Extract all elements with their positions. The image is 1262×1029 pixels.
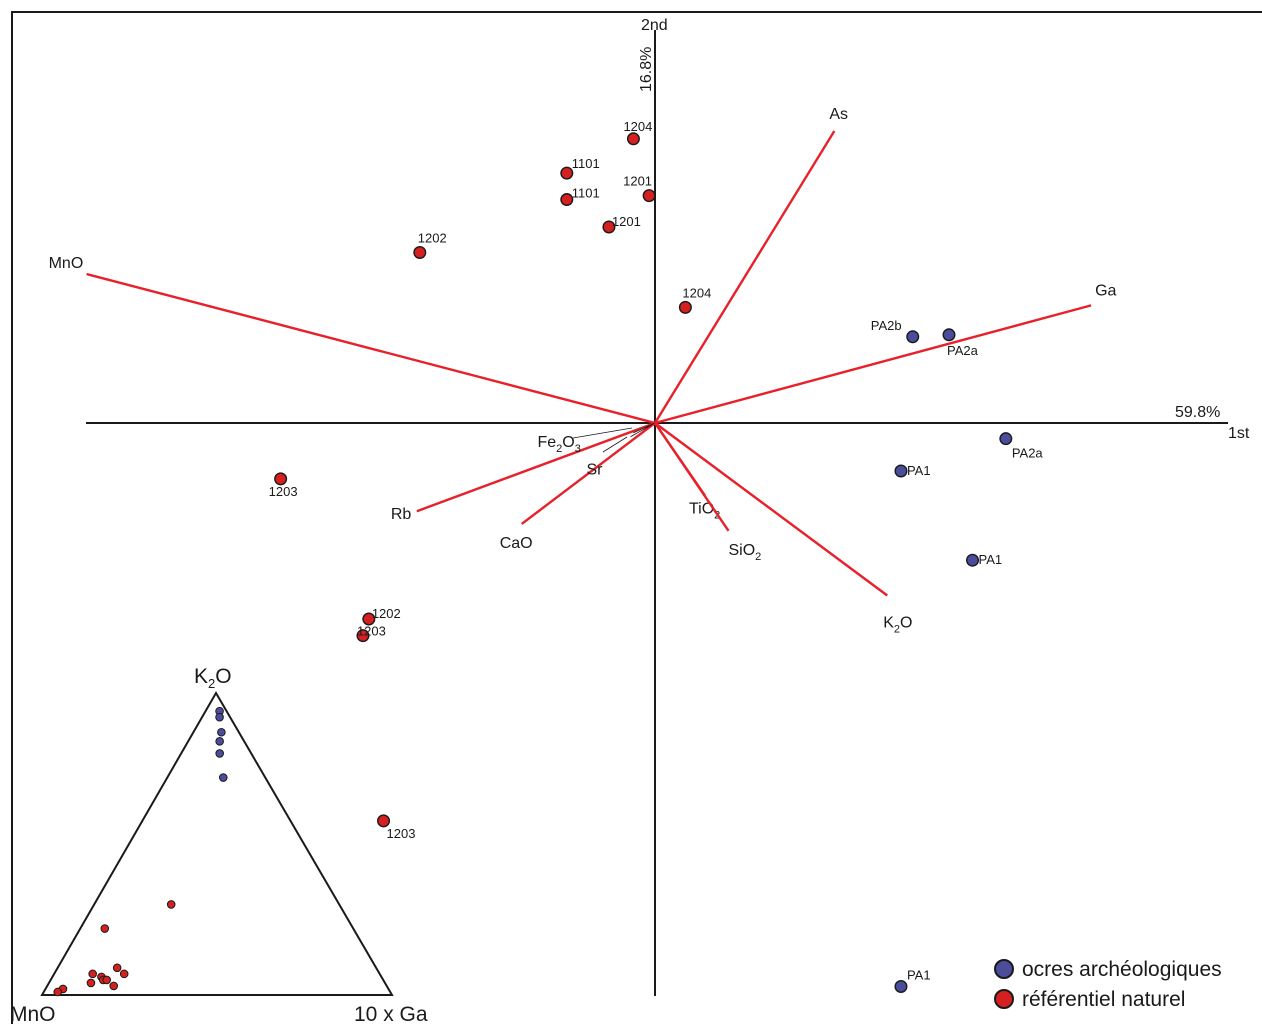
ternary-point-4 [215,749,224,758]
loading-vector-cao [520,422,656,525]
point-label-0-3: PA1 [907,463,931,478]
ternary-point-8 [112,963,122,973]
ternary-point-13 [102,975,111,985]
ternary-point-10 [119,969,129,979]
legend-entry-natural: référentiel naturel [994,988,1185,1011]
loading-vector-mno [86,272,656,425]
point-pa2b-0-0 [906,330,920,344]
ternary-top-label: K2O [194,665,232,691]
loading-label-mno: MnO [49,255,84,272]
ternary-point-17 [53,987,63,997]
ternary-point-9 [88,969,97,979]
ternary-point-5 [218,773,228,782]
point-1201-1-3 [642,189,656,203]
point-label-0-1: PA2a [947,343,979,358]
x-axis-variance: 59.8% [1175,404,1220,421]
loading-vectors: MnOAsGaRbCaOFe2O3SrTiO2SiO2K2O [49,106,1117,636]
legend-label-archeological: ocres archéologiques [1022,958,1222,981]
point-1203-1-9 [356,629,370,643]
point-pa1-0-3 [894,464,908,478]
point-1101-1-1 [560,166,574,180]
point-pa1-0-4 [966,553,980,567]
point-label-1-4: 1201 [612,214,641,229]
point-label-0-0: PA2b [871,318,902,333]
y-axis-variance: 16.8% [638,47,655,92]
ternary-right-label: 10 x Ga [354,1003,428,1024]
legend-label-natural: référentiel naturel [1022,988,1185,1011]
point-label-1-10: 1203 [387,826,416,841]
loading-label-sr: Sr [587,462,604,479]
point-1201-1-4 [602,220,616,234]
loading-label-as: As [829,106,848,123]
leader-line-fe2o3 [572,427,633,439]
point-label-1-1: 1101 [572,156,600,171]
legend-marker-archeological [994,959,1014,979]
ternary-point-6 [166,900,176,909]
loading-vector-ga [654,304,1092,425]
loading-label-fe2o3: Fe2O3 [537,434,580,455]
point-label-1-5: 1202 [418,230,447,245]
loading-vector-k2o [654,422,888,597]
point-label-0-2: PA2a [1012,446,1044,461]
leader-line-sr [602,436,628,453]
loading-vector-as [653,130,836,424]
legend-marker-natural [994,989,1014,1009]
loading-vector-sr [630,422,656,438]
loading-label-k2o: K2O [883,614,912,635]
ternary-point-14 [86,978,96,988]
loading-label-rb: Rb [391,506,412,523]
legend: ocres archéologiques référentiel naturel [994,958,1222,1011]
point-pa2a-0-1 [942,328,956,342]
ternary-point-15 [109,981,119,991]
loading-label-sio2: SiO2 [729,542,762,563]
point-pa1-0-5 [894,980,908,994]
ternary-point-3 [215,737,224,746]
point-label-1-0: 1204 [623,119,652,134]
ternary-point-2 [217,727,226,737]
point-label-1-8: 1202 [372,606,401,621]
loading-vector-rb [416,421,656,513]
point-label-1-6: 1204 [682,285,711,300]
point-label-0-4: PA1 [979,552,1003,567]
loading-label-cao: CaO [500,535,533,552]
x-axis-label: 1st [1228,425,1250,442]
plot-frame [11,11,1262,1029]
ternary-triangle [40,691,394,996]
point-label-1-9: 1203 [357,624,386,639]
loading-vector-sio2 [654,422,730,532]
ternary-points [53,706,228,997]
point-1202-1-8 [362,612,376,626]
point-label-1-7: 1203 [269,484,298,499]
point-1203-1-7 [274,472,288,486]
point-label-1-3: 1201 [623,174,652,189]
point-1101-1-2 [560,193,574,207]
point-pa2a-0-2 [999,432,1013,446]
score-points: PA2b PA2a PA2a PA1 PA1 PA1 1204 1101 1101 1201 120… [269,119,1044,994]
point-label-1-2: 1101 [572,186,600,201]
point-1204-1-0 [626,132,640,146]
ternary-point-7 [100,924,110,933]
point-1204-1-6 [678,300,692,314]
point-label-0-5: PA1 [907,968,931,983]
legend-entry-archeological: ocres archéologiques [994,958,1222,981]
ternary-diagram: K2O MnO 10 x Ga [10,665,428,1026]
point-1203-1-10 [377,814,391,828]
y-axis-label: 2nd [641,17,668,34]
ternary-point-1 [215,712,224,722]
ternary-left-label: MnO [10,1003,56,1024]
loading-label-ga: Ga [1095,282,1116,299]
point-1202-1-5 [413,245,427,259]
